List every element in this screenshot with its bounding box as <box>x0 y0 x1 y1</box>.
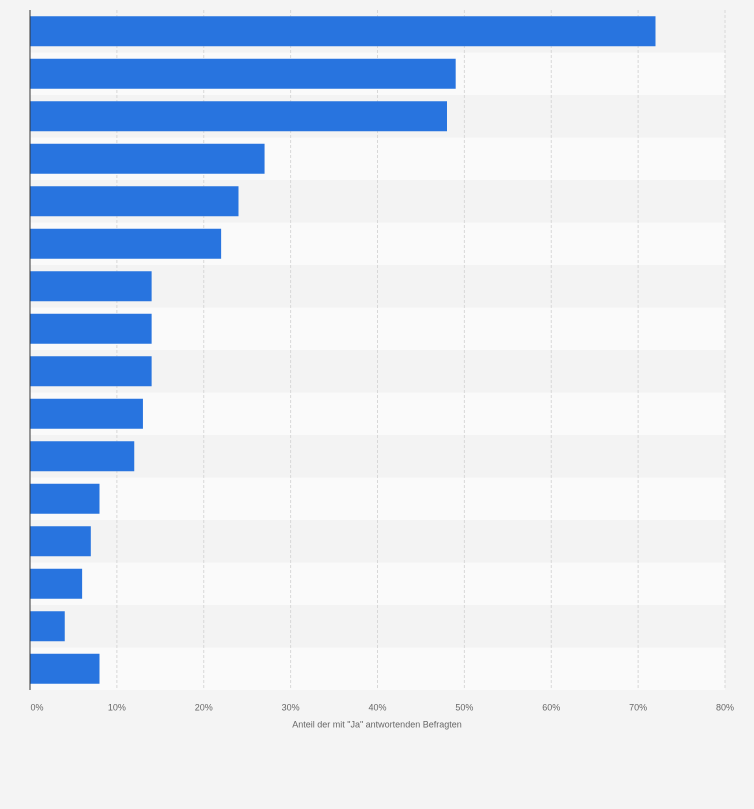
bar <box>30 101 447 132</box>
bar <box>30 568 83 599</box>
x-axis-label: Anteil der mit "Ja" antwortenden Befragt… <box>292 719 461 729</box>
x-tick-label: 30% <box>282 702 300 712</box>
x-tick-label: 60% <box>542 702 560 712</box>
x-tick-label: 50% <box>455 702 473 712</box>
row-background <box>30 647 725 690</box>
bar <box>30 653 100 684</box>
bar <box>30 16 656 47</box>
bar <box>30 356 152 387</box>
x-tick-label: 40% <box>368 702 386 712</box>
bar <box>30 313 152 344</box>
row-background <box>30 562 725 605</box>
x-tick-label: 10% <box>108 702 126 712</box>
bar <box>30 228 222 259</box>
x-tick-label: 70% <box>629 702 647 712</box>
row-background <box>30 477 725 520</box>
bar <box>30 143 265 174</box>
bar <box>30 441 135 472</box>
bar <box>30 483 100 514</box>
bar <box>30 398 143 429</box>
bar <box>30 526 91 557</box>
x-tick-label: 0% <box>30 702 43 712</box>
bar <box>30 611 65 642</box>
x-tick-label: 80% <box>716 702 734 712</box>
bar <box>30 58 456 89</box>
bar <box>30 186 239 217</box>
bar <box>30 271 152 302</box>
x-tick-label: 20% <box>195 702 213 712</box>
